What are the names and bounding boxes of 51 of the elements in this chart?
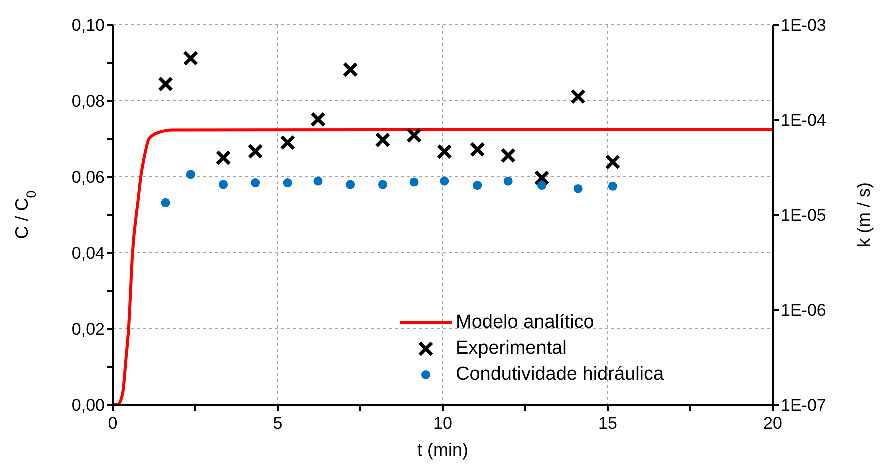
x-tick-label: 20 [764, 414, 782, 433]
point [346, 180, 356, 190]
y-tick-label: 0,08 [72, 92, 105, 112]
point [283, 178, 292, 188]
point [183, 50, 199, 66]
y2-tick-label: 1E-06 [781, 301, 826, 320]
legend-label: Condutividade hidráulica [456, 364, 664, 386]
point [574, 184, 583, 194]
y-tick-label: 0,04 [72, 244, 105, 264]
point [504, 176, 513, 186]
point [251, 178, 260, 188]
point [219, 180, 228, 190]
point [280, 135, 296, 151]
point [436, 144, 452, 160]
point [186, 170, 196, 180]
point [534, 170, 550, 186]
point [473, 181, 482, 190]
y-tick-label: 0,10 [72, 16, 105, 36]
point [470, 142, 486, 158]
point [570, 89, 586, 105]
point [216, 150, 232, 166]
point [500, 148, 516, 164]
point [410, 178, 419, 187]
x-axis-title: t (min) [418, 440, 468, 460]
point [605, 154, 621, 170]
y-tick-label: 0,06 [72, 168, 105, 188]
point [161, 198, 170, 208]
y2-tick-label: 1E-03 [781, 16, 826, 36]
y-tick-label: 0,00 [72, 396, 105, 416]
x-tick-label: 5 [273, 414, 283, 433]
y2-axis-title: k (m / s) [854, 182, 874, 248]
x-tick-label: 0 [108, 414, 118, 433]
x-tick-label: 10 [434, 414, 452, 433]
y-tick-label: 0,02 [72, 320, 105, 340]
point [406, 128, 422, 144]
point [608, 182, 618, 191]
y2-tick-label: 1E-04 [781, 111, 826, 130]
legend-label: Modelo analítico [456, 312, 594, 334]
point [314, 176, 323, 186]
y2-tick-label: 1E-07 [781, 396, 826, 416]
point [538, 181, 546, 190]
point [158, 76, 174, 92]
x-tick-label: 15 [598, 414, 618, 433]
point [440, 176, 450, 186]
y2-tick-label: 1E-05 [781, 206, 826, 226]
point [248, 144, 264, 160]
legend-label: Experimental [456, 338, 567, 360]
point [342, 62, 358, 78]
point [310, 112, 326, 128]
point [378, 180, 388, 190]
point [375, 132, 391, 148]
